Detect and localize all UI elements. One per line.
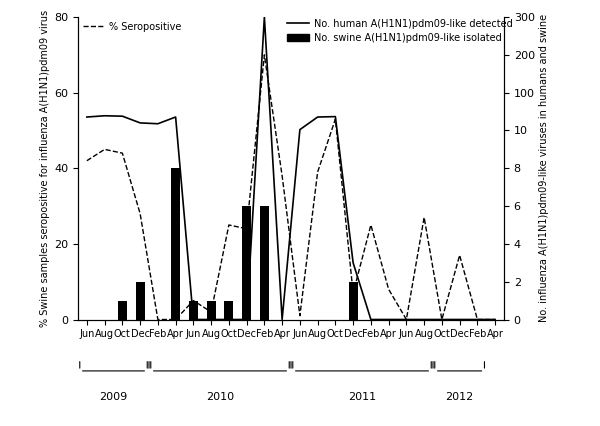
Bar xyxy=(118,301,127,320)
Legend: No. human A(H1N1)pdm09-like detected, No. swine A(H1N1)pdm09-like isolated: No. human A(H1N1)pdm09-like detected, No… xyxy=(287,19,512,43)
Bar xyxy=(260,206,269,320)
Y-axis label: % Swine samples seropositive for influenza A(H1N1)pdm09 virus: % Swine samples seropositive for influen… xyxy=(40,10,50,327)
Y-axis label: No. influenza A(H1N1)pdm09-like viruses in humans and swine: No. influenza A(H1N1)pdm09-like viruses … xyxy=(539,14,549,322)
Bar xyxy=(206,301,215,320)
Bar xyxy=(136,282,145,320)
Text: 2012: 2012 xyxy=(445,392,474,402)
Text: 2011: 2011 xyxy=(348,392,376,402)
Bar xyxy=(189,301,198,320)
Text: 2009: 2009 xyxy=(100,392,128,402)
Bar xyxy=(224,301,233,320)
Bar xyxy=(242,206,251,320)
Text: 2010: 2010 xyxy=(206,392,234,402)
Bar xyxy=(349,282,358,320)
Bar xyxy=(171,168,180,320)
